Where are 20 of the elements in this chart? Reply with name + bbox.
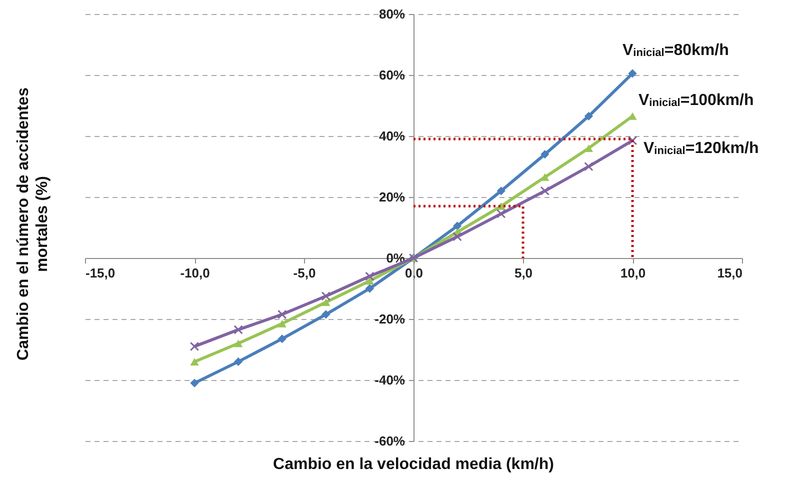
x-tick-label: 15,0 — [717, 266, 742, 280]
y-tick-label: 20% — [378, 190, 406, 204]
series-label: V$_{inicial}$=120km/h — [644, 140, 759, 159]
y-tick-label: 40% — [378, 128, 406, 144]
series-label: V$_{inicial}$=100km/h — [638, 92, 754, 112]
x-tick-label: -10,0 — [180, 266, 210, 280]
x-axis-title: Cambio en la velocidad media (km/h) — [272, 456, 555, 474]
y-axis-title: Cambio en el número de accidentes mortales (%) — [14, 86, 52, 362]
y-tick-label: 80% — [378, 6, 406, 22]
x-tick-label: 10,0 — [620, 266, 646, 280]
y-tick-label: -40% — [374, 372, 406, 388]
x-tick-label: 5,0 — [514, 266, 533, 280]
x-tick-label: -5,0 — [293, 266, 316, 280]
y-tick-label: -20% — [374, 312, 406, 326]
series-label: V$_{inicial}$=80km/h — [622, 42, 729, 62]
y-tick-label: 60% — [378, 68, 406, 82]
x-tick-label: -15,0 — [86, 266, 116, 280]
x-tick-label: 0,0 — [404, 266, 424, 280]
y-tick-label: 0% — [386, 250, 406, 266]
y-tick-label: -60% — [374, 434, 406, 448]
